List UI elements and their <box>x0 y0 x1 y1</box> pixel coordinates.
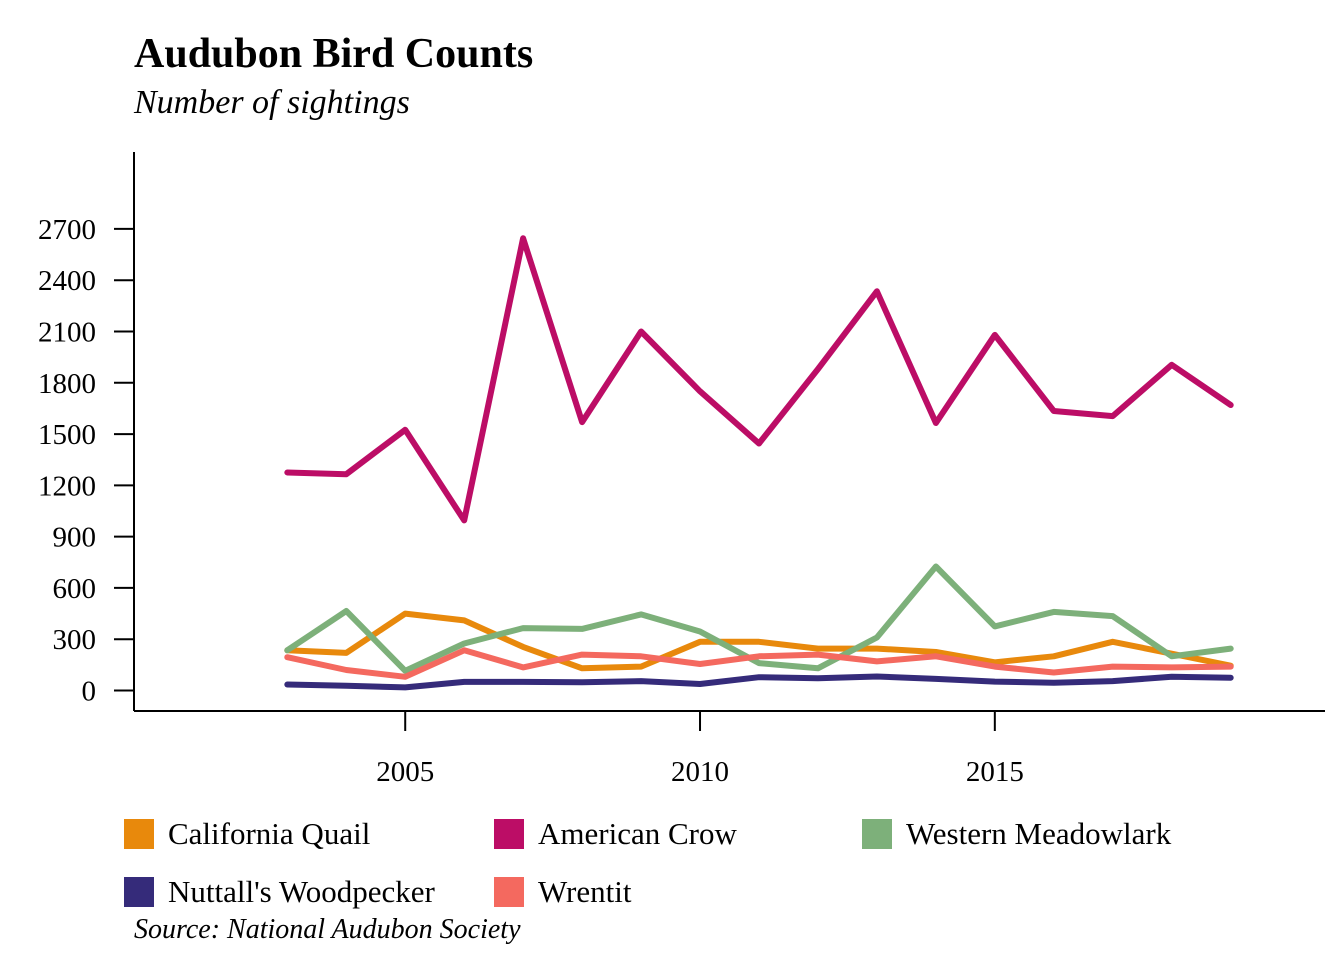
legend-item: American Crow <box>494 814 737 854</box>
y-tick-label: 1500 <box>38 419 96 451</box>
y-tick-label: 2400 <box>38 265 96 297</box>
y-tick-label: 300 <box>53 624 97 656</box>
x-tick-label: 2015 <box>966 756 1024 788</box>
legend-item: Wrentit <box>494 872 631 912</box>
y-tick-label: 2100 <box>38 316 96 348</box>
source-note: Source: National Audubon Society <box>134 914 521 945</box>
y-tick-label: 2700 <box>38 214 96 246</box>
x-tick-label: 2005 <box>376 756 434 788</box>
series-line-nuttall-s-woodpecker <box>284 673 1234 691</box>
legend-swatch <box>494 819 524 849</box>
series-line-american-crow <box>284 235 1234 524</box>
chart-title: Audubon Bird Counts <box>134 31 534 77</box>
series-line-wrentit <box>284 647 1234 680</box>
legend-swatch <box>862 819 892 849</box>
legend-swatch <box>124 819 154 849</box>
legend-item: Nuttall's Woodpecker <box>124 872 435 912</box>
legend-label: Nuttall's Woodpecker <box>168 874 435 909</box>
legend-label: American Crow <box>538 816 737 851</box>
legend-label: Wrentit <box>538 874 632 909</box>
legend-label: California Quail <box>168 816 371 851</box>
y-tick-label: 0 <box>82 675 97 707</box>
legend-swatch <box>124 877 154 907</box>
chart-subtitle: Number of sightings <box>134 84 410 121</box>
series-lines <box>284 235 1234 691</box>
series-line-california-quail <box>284 610 1234 672</box>
legend-item: California Quail <box>124 814 370 854</box>
y-tick-label: 1800 <box>38 368 96 400</box>
y-tick-label: 600 <box>53 573 97 605</box>
legend-swatch <box>494 877 524 907</box>
y-tick-label: 1200 <box>38 470 96 502</box>
legend-label: Western Meadowlark <box>906 816 1172 851</box>
axes: 0 300 600 900 1200 1500 1800 2100 2400 2700 2005 20… <box>38 152 1325 788</box>
x-tick-label: 2010 <box>671 756 729 788</box>
legend-item: Western Meadowlark <box>862 814 1171 854</box>
series-line-western-meadowlark <box>284 563 1234 674</box>
y-tick-label: 900 <box>53 522 97 554</box>
